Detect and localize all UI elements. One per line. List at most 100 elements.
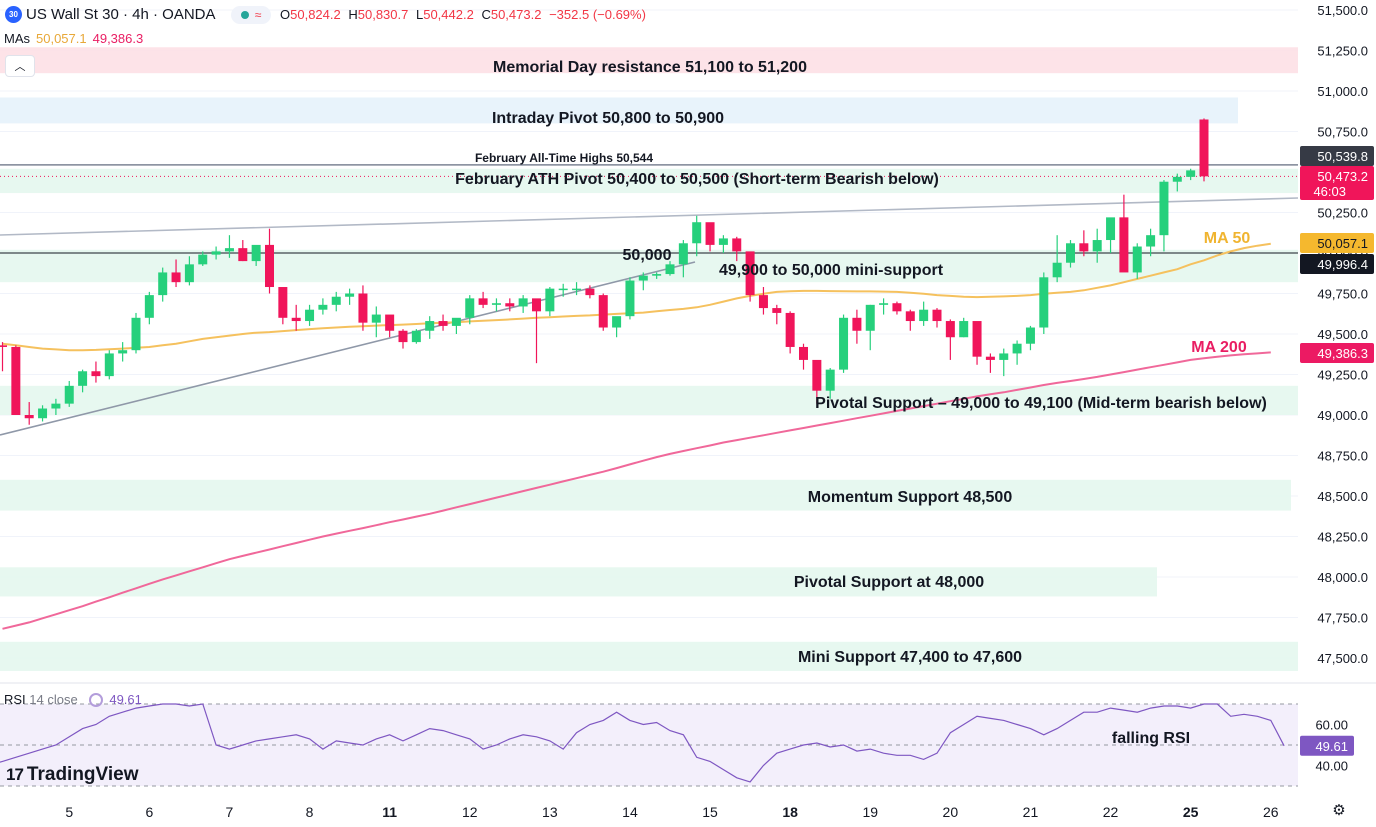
candle (839, 314, 849, 373)
candle (1186, 168, 1196, 181)
candle-body (999, 353, 1009, 360)
candle (104, 350, 114, 380)
candle (11, 345, 21, 415)
zone-band (0, 567, 1157, 597)
x-tick-label: 6 (145, 804, 153, 820)
candle-body (638, 275, 648, 281)
candle (959, 317, 969, 338)
zone-label: Intraday Pivot 50,800 to 50,900 (492, 110, 724, 127)
candle (505, 298, 515, 312)
symbol-title[interactable]: US Wall St 30 · 4h · OANDA (26, 6, 216, 23)
candle (665, 261, 675, 276)
collapse-legend-button[interactable]: ︿ (5, 55, 35, 77)
candle (999, 348, 1009, 377)
x-tick-label: 8 (306, 804, 314, 820)
y-tick-label: 50,750.0 (1317, 125, 1368, 140)
ohlc-values: O50,824.2 H50,830.7 L50,442.2 C50,473.2 … (280, 7, 646, 22)
settings-icon[interactable]: ⚙ (1332, 802, 1346, 819)
ma50-legend-value: 50,057.1 (36, 31, 87, 46)
ma-legend-label: MAs (4, 31, 30, 46)
candle (198, 251, 208, 266)
candle (518, 295, 528, 313)
candle-body (678, 243, 688, 265)
zone-label: Momentum Support 48,500 (808, 489, 1013, 506)
candle-body (144, 295, 154, 318)
candle-body (585, 288, 595, 296)
candle-body (625, 280, 635, 317)
candle (919, 301, 929, 326)
candle (171, 259, 181, 288)
price-label-text: 49,386.3 (1317, 346, 1368, 361)
candle (371, 306, 381, 338)
candle (158, 267, 168, 302)
candle (879, 298, 889, 315)
candle-body (1066, 243, 1075, 263)
tradingview-logo[interactable]: 17 TradingView (6, 764, 139, 786)
candle-body (825, 369, 835, 391)
zone-band (0, 168, 1298, 194)
candle-body (718, 238, 728, 245)
chevron-up-icon: ︿ (14, 61, 26, 73)
candle-body (385, 314, 395, 331)
candle (1025, 325, 1035, 351)
candle-body (11, 346, 21, 415)
candle (1106, 217, 1116, 253)
candle-body (1106, 217, 1116, 241)
candle (278, 287, 288, 325)
rsi-legend[interactable]: RSI 14 close 49.61 (4, 692, 142, 707)
rsi-legend-value: 49.61 (109, 692, 142, 707)
rsi-current-value: 49.61 (1315, 739, 1348, 754)
candle (345, 288, 355, 305)
candle-body (865, 304, 875, 331)
zone-band (0, 47, 1298, 74)
candle (892, 301, 902, 315)
candle-body (438, 321, 448, 326)
countdown-label: 46:03 (1313, 184, 1346, 199)
rsi-params: 14 close (29, 692, 78, 707)
candle (1066, 240, 1075, 268)
y-tick-label: 48,750.0 (1317, 449, 1368, 464)
candle-body (518, 298, 528, 307)
candle (612, 316, 622, 338)
ma-legend[interactable]: MAs 50,057.1 49,386.3 (4, 31, 143, 46)
candle-body (411, 330, 421, 343)
candle-body (104, 353, 114, 377)
trendline-upper (0, 197, 1299, 236)
candle (385, 314, 395, 338)
candle (305, 304, 315, 326)
ma50-label: MA 50 (1204, 230, 1251, 247)
candle-body (612, 316, 622, 328)
y-tick-label: 50,250.0 (1317, 206, 1368, 221)
candle-body (158, 272, 168, 296)
close-value: 50,473.2 (490, 7, 542, 22)
candle (785, 311, 795, 354)
symbol-logo-icon[interactable]: 30 (5, 6, 22, 23)
candle-body (812, 359, 822, 391)
candle (184, 256, 194, 286)
candle-body (945, 321, 955, 338)
y-tick-label: 51,000.0 (1317, 84, 1368, 99)
candle (131, 312, 141, 354)
candle-body (224, 248, 234, 252)
candle-body (305, 309, 315, 322)
x-tick-label: 18 (782, 804, 798, 820)
market-status-pill[interactable]: ≈ (231, 6, 271, 24)
candle (1119, 194, 1129, 273)
candle-body (892, 303, 902, 312)
price-label-text: 50,057.1 (1317, 236, 1368, 251)
candle (745, 251, 755, 302)
y-tick-label: 48,250.0 (1317, 530, 1368, 545)
level-50000-label: 50,000 (623, 247, 672, 264)
market-open-icon (240, 11, 249, 19)
zone-band (0, 385, 1298, 415)
candle (799, 343, 808, 370)
candle-body (1199, 119, 1209, 177)
price-label-badge (1300, 166, 1374, 200)
candle-body (985, 356, 995, 360)
y-tick-label: 49,500.0 (1317, 327, 1368, 342)
candle-body (51, 403, 61, 409)
candle-body (1012, 343, 1022, 354)
candle (732, 236, 742, 262)
candle-body (758, 295, 768, 309)
